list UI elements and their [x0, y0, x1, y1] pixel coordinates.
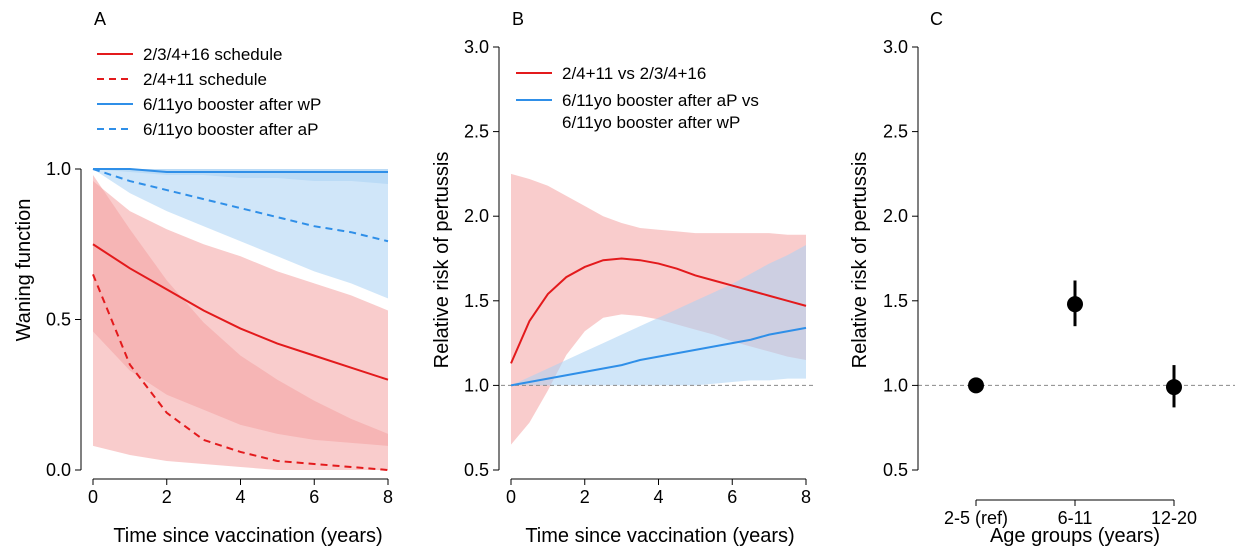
panel-b-x-tick-label: 8 — [801, 487, 811, 507]
panel-a-band-3 — [93, 169, 388, 299]
panel-b-legend: 2/4+11 vs 2/3/4+16 6/11yo booster after a… — [516, 64, 759, 132]
panel-c-axes: 0.5 1.0 1.5 2.0 2.5 3.0 2-5 (ref) 6-11 12-20 — [883, 37, 1197, 528]
panel-b-confidence-bands — [511, 173, 806, 445]
panel-a-x-axis-label: Time since vaccination (years) — [113, 525, 382, 547]
panel-b-y-tick-label: 1.0 — [464, 375, 489, 395]
panel-c-points — [968, 280, 1182, 408]
panel-a-legend-label: 2/4+11 schedule — [143, 70, 267, 89]
panel-a-x-tick-label: 0 — [88, 487, 98, 507]
panel-b-series-line-1 — [510, 326, 807, 387]
panel-b-lines — [510, 257, 807, 387]
panel-a: A 0.0 0.5 1.0 0 2 4 6 8 2/3/4+16 schedule 2/4+11… — [13, 9, 393, 547]
panel-c-y-tick-label: 1.5 — [883, 291, 908, 311]
panel-c-point — [968, 377, 984, 394]
panel-a-y-tick-label: 0.0 — [46, 460, 71, 480]
panel-a-y-axis-label: Waning function — [13, 199, 35, 342]
panel-c-letter: C — [930, 9, 943, 29]
panel-b-x-tick-label: 4 — [653, 487, 663, 507]
panel-a-y-tick-label: 0.5 — [46, 310, 71, 330]
panel-a-x-tick-label: 2 — [162, 487, 172, 507]
panel-a-confidence-bands — [93, 169, 388, 470]
panel-a-x-tick-label: 6 — [309, 487, 319, 507]
panel-c-y-tick-label: 2.0 — [883, 206, 908, 226]
panel-b-y-tick-label: 3.0 — [464, 37, 489, 57]
panel-b-legend-label: 6/11yo booster after aP vs — [562, 91, 759, 110]
panel-c-x-tick-label: 12-20 — [1151, 508, 1197, 528]
panel-b-series-line-0 — [510, 257, 807, 364]
panel-a-series-line-3 — [92, 168, 389, 243]
panel-b: B 0.5 1.0 1.5 2.0 2.5 3.0 0 2 4 6 8 2/4+11 vs 2/3/… — [431, 9, 814, 547]
panel-a-series-line-0 — [92, 243, 389, 381]
panel-c-y-tick-label: 0.5 — [883, 460, 908, 480]
panel-c: C 0.5 1.0 1.5 2.0 2.5 3.0 2-5 (ref) 6-11 12-20 A… — [849, 9, 1235, 547]
panel-c-y-tick-label: 2.5 — [883, 122, 908, 142]
panel-c-x-axis-label: Age groups (years) — [990, 525, 1160, 547]
panel-a-band-1 — [93, 175, 388, 470]
panel-c-point — [1067, 296, 1083, 313]
panel-c-x-tick-label: 6-11 — [1058, 508, 1093, 528]
panel-b-y-axis-label: Relative risk of pertussis — [431, 152, 453, 369]
panel-c-x-tick-label: 2-5 (ref) — [944, 508, 1008, 528]
panel-a-legend: 2/3/4+16 schedule 2/4+11 schedule 6/11yo b… — [97, 45, 321, 139]
panel-a-legend-label: 6/11yo booster after aP — [143, 120, 318, 139]
panel-a-x-tick-label: 8 — [383, 487, 393, 507]
panel-b-legend-label: 6/11yo booster after wP — [562, 113, 740, 132]
panel-a-legend-label: 2/3/4+16 schedule — [143, 45, 282, 64]
panel-c-y-axis-label: Relative risk of pertussis — [849, 152, 871, 369]
panel-b-x-tick-label: 6 — [727, 487, 737, 507]
panel-c-point — [1166, 379, 1182, 396]
panel-a-lines — [92, 168, 389, 471]
panel-b-legend-label: 2/4+11 vs 2/3/4+16 — [562, 64, 706, 83]
panel-a-series-line-1 — [92, 273, 389, 471]
panel-b-axes: 0.5 1.0 1.5 2.0 2.5 3.0 0 2 4 6 8 — [464, 37, 811, 507]
panel-b-x-axis-label: Time since vaccination (years) — [525, 525, 794, 547]
panel-a-letter: A — [94, 9, 106, 29]
panel-b-y-tick-label: 1.5 — [464, 291, 489, 311]
panel-b-band-1 — [511, 244, 806, 386]
panel-a-legend-label: 6/11yo booster after wP — [143, 95, 321, 114]
panel-b-y-tick-label: 2.5 — [464, 122, 489, 142]
panel-a-series-line-2 — [93, 168, 388, 174]
panel-a-axes: 0.0 0.5 1.0 0 2 4 6 8 — [46, 159, 393, 507]
panel-c-y-tick-label: 3.0 — [883, 37, 908, 57]
panel-a-y-tick-label: 1.0 — [46, 159, 71, 179]
panel-b-y-tick-label: 2.0 — [464, 206, 489, 226]
panel-a-x-tick-label: 4 — [235, 487, 245, 507]
panel-b-y-tick-label: 0.5 — [464, 460, 489, 480]
panel-b-band-0 — [511, 173, 806, 445]
panel-b-x-tick-label: 2 — [580, 487, 590, 507]
panel-b-x-tick-label: 0 — [506, 487, 516, 507]
panel-b-letter: B — [512, 9, 524, 29]
panel-c-y-tick-label: 1.0 — [883, 375, 908, 395]
